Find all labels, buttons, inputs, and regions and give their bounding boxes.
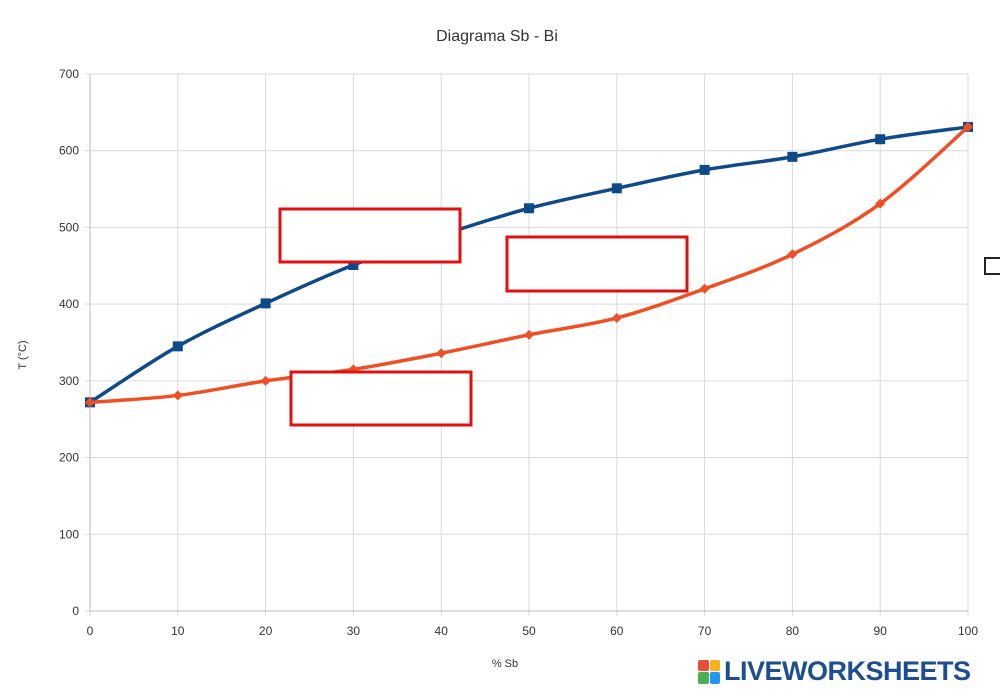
x-tick-label: 30 bbox=[347, 624, 361, 638]
y-tick-label: 700 bbox=[59, 67, 79, 81]
x-tick-label: 20 bbox=[259, 624, 273, 638]
answer-box-3[interactable] bbox=[289, 370, 473, 427]
data-point-square bbox=[875, 134, 886, 145]
data-point-square bbox=[787, 151, 798, 162]
data-point-diamond bbox=[436, 348, 447, 359]
x-tick-label: 10 bbox=[171, 624, 185, 638]
y-axis-label: T (°C) bbox=[17, 340, 29, 369]
data-point-diamond bbox=[699, 283, 710, 294]
x-tick-label: 100 bbox=[958, 624, 978, 638]
x-tick-label: 40 bbox=[435, 624, 449, 638]
y-tick-label: 500 bbox=[59, 220, 79, 234]
data-point-square bbox=[348, 260, 359, 271]
data-point-square bbox=[172, 341, 183, 352]
x-tick-label: 90 bbox=[874, 624, 888, 638]
data-point-diamond bbox=[85, 397, 95, 408]
y-tick-label: 400 bbox=[59, 297, 79, 311]
data-point-diamond bbox=[611, 312, 622, 323]
data-point-square bbox=[611, 183, 622, 194]
chart-title: Diagrama Sb - Bi bbox=[436, 28, 558, 45]
data-point-diamond bbox=[524, 329, 534, 340]
y-tick-label: 100 bbox=[59, 527, 79, 541]
data-point-diamond bbox=[260, 375, 271, 386]
data-point-diamond bbox=[963, 121, 973, 132]
x-tick-label: 0 bbox=[87, 624, 94, 638]
answer-box-2[interactable] bbox=[505, 235, 689, 293]
data-point-diamond bbox=[787, 249, 798, 260]
x-axis-label: % Sb bbox=[492, 658, 518, 670]
y-tick-label: 300 bbox=[59, 374, 79, 388]
y-tick-label: 0 bbox=[72, 604, 79, 618]
y-tick-label: 200 bbox=[59, 451, 79, 465]
logo-badge-icon bbox=[698, 659, 720, 684]
data-point-square bbox=[524, 203, 534, 214]
x-tick-label: 80 bbox=[786, 624, 800, 638]
data-point-square bbox=[699, 164, 710, 175]
data-point-diamond bbox=[875, 198, 886, 209]
liveworksheets-logo: LIVEWORKSHEETS bbox=[698, 656, 971, 687]
y-tick-label: 600 bbox=[59, 144, 79, 158]
x-tick-label: 60 bbox=[610, 624, 624, 638]
x-tick-label: 50 bbox=[522, 624, 536, 638]
x-tick-label: 70 bbox=[698, 624, 712, 638]
answer-box-1[interactable] bbox=[278, 207, 462, 264]
data-point-diamond bbox=[172, 390, 183, 401]
logo-text: LIVEWORKSHEETS bbox=[724, 656, 971, 686]
partial-box[interactable] bbox=[984, 257, 1000, 275]
data-point-square bbox=[260, 298, 271, 309]
